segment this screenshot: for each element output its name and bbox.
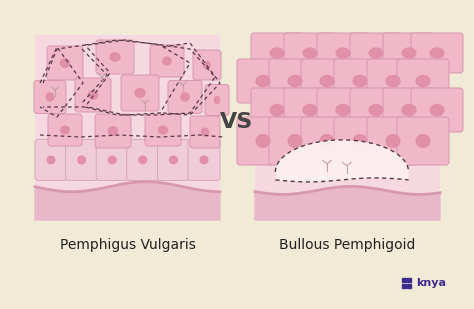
- Ellipse shape: [352, 75, 368, 87]
- Ellipse shape: [287, 134, 302, 148]
- Bar: [402, 278, 406, 282]
- Text: Pemphigus Vulgaris: Pemphigus Vulgaris: [60, 238, 195, 252]
- Ellipse shape: [77, 155, 86, 164]
- FancyBboxPatch shape: [193, 50, 221, 80]
- Ellipse shape: [287, 75, 302, 87]
- FancyBboxPatch shape: [411, 33, 463, 73]
- FancyBboxPatch shape: [205, 84, 229, 116]
- FancyBboxPatch shape: [397, 59, 449, 103]
- FancyBboxPatch shape: [121, 75, 159, 111]
- Bar: [408, 278, 411, 282]
- Bar: [35, 35, 220, 220]
- FancyBboxPatch shape: [168, 81, 202, 113]
- Ellipse shape: [319, 134, 335, 148]
- FancyBboxPatch shape: [301, 59, 353, 103]
- Ellipse shape: [162, 57, 172, 66]
- FancyBboxPatch shape: [145, 114, 181, 146]
- Ellipse shape: [302, 104, 318, 116]
- FancyBboxPatch shape: [284, 33, 336, 73]
- Text: knya: knya: [416, 278, 446, 288]
- Ellipse shape: [88, 90, 98, 100]
- Ellipse shape: [169, 155, 178, 164]
- FancyBboxPatch shape: [350, 88, 402, 132]
- Bar: [402, 283, 406, 287]
- Ellipse shape: [368, 104, 383, 116]
- Ellipse shape: [302, 47, 318, 59]
- FancyBboxPatch shape: [383, 33, 435, 73]
- Ellipse shape: [46, 92, 55, 102]
- Ellipse shape: [60, 125, 70, 134]
- Ellipse shape: [60, 58, 70, 68]
- FancyBboxPatch shape: [96, 40, 134, 74]
- Ellipse shape: [108, 126, 118, 136]
- FancyBboxPatch shape: [48, 114, 82, 146]
- Ellipse shape: [368, 47, 383, 59]
- Ellipse shape: [158, 125, 168, 134]
- FancyBboxPatch shape: [190, 116, 220, 148]
- FancyBboxPatch shape: [34, 81, 66, 113]
- FancyBboxPatch shape: [367, 117, 419, 165]
- FancyBboxPatch shape: [95, 114, 131, 148]
- FancyBboxPatch shape: [35, 139, 67, 180]
- FancyBboxPatch shape: [157, 139, 190, 180]
- FancyBboxPatch shape: [397, 117, 449, 165]
- FancyBboxPatch shape: [251, 33, 303, 73]
- Ellipse shape: [352, 134, 368, 148]
- Text: VS: VS: [220, 112, 254, 132]
- PathPatch shape: [275, 140, 409, 182]
- FancyBboxPatch shape: [334, 117, 386, 165]
- Ellipse shape: [401, 104, 417, 116]
- Ellipse shape: [415, 134, 430, 148]
- FancyBboxPatch shape: [269, 59, 321, 103]
- FancyBboxPatch shape: [301, 117, 353, 165]
- Ellipse shape: [214, 95, 220, 104]
- FancyBboxPatch shape: [75, 78, 111, 112]
- FancyBboxPatch shape: [317, 33, 369, 73]
- Text: Bullous Pemphigoid: Bullous Pemphigoid: [279, 238, 416, 252]
- Ellipse shape: [269, 47, 284, 59]
- FancyBboxPatch shape: [127, 139, 159, 180]
- FancyBboxPatch shape: [237, 117, 289, 165]
- Ellipse shape: [109, 52, 120, 62]
- Ellipse shape: [429, 47, 445, 59]
- Ellipse shape: [336, 47, 351, 59]
- FancyBboxPatch shape: [251, 88, 303, 132]
- Ellipse shape: [255, 134, 271, 148]
- Ellipse shape: [385, 75, 401, 87]
- FancyBboxPatch shape: [350, 33, 402, 73]
- FancyBboxPatch shape: [411, 88, 463, 132]
- Bar: [408, 283, 411, 287]
- FancyBboxPatch shape: [47, 46, 83, 80]
- FancyBboxPatch shape: [65, 139, 98, 180]
- Ellipse shape: [336, 104, 351, 116]
- Ellipse shape: [415, 75, 430, 87]
- Ellipse shape: [269, 104, 284, 116]
- Ellipse shape: [135, 88, 146, 98]
- Ellipse shape: [429, 104, 445, 116]
- Ellipse shape: [255, 75, 271, 87]
- Ellipse shape: [401, 47, 417, 59]
- Ellipse shape: [385, 134, 401, 148]
- FancyBboxPatch shape: [317, 88, 369, 132]
- Polygon shape: [255, 186, 440, 220]
- FancyBboxPatch shape: [188, 139, 220, 180]
- Ellipse shape: [203, 61, 211, 69]
- Polygon shape: [35, 182, 220, 220]
- Ellipse shape: [108, 155, 117, 164]
- Ellipse shape: [201, 127, 209, 137]
- FancyBboxPatch shape: [96, 139, 128, 180]
- FancyBboxPatch shape: [367, 59, 419, 103]
- Ellipse shape: [138, 155, 147, 164]
- Ellipse shape: [200, 155, 209, 164]
- FancyBboxPatch shape: [334, 59, 386, 103]
- FancyBboxPatch shape: [150, 45, 184, 77]
- Ellipse shape: [180, 92, 190, 102]
- FancyBboxPatch shape: [269, 117, 321, 165]
- FancyBboxPatch shape: [237, 59, 289, 103]
- FancyBboxPatch shape: [383, 88, 435, 132]
- Bar: [255, 35, 440, 220]
- Ellipse shape: [46, 155, 55, 164]
- FancyBboxPatch shape: [284, 88, 336, 132]
- Ellipse shape: [319, 75, 335, 87]
